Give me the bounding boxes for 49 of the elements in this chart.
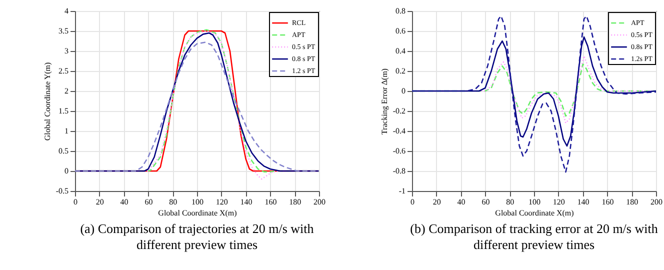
y-tick-label: 0.8 bbox=[396, 6, 406, 16]
x-axis-title: Global Coordinate X(m) bbox=[495, 208, 574, 218]
y-tick-label: 1 bbox=[64, 126, 68, 136]
y-tick-label: -0.6 bbox=[392, 146, 406, 156]
x-tick-label: 0 bbox=[74, 198, 78, 206]
x-tick-label: 20 bbox=[96, 198, 104, 206]
y-tick-label: 3 bbox=[64, 46, 68, 56]
x-tick-label: 140 bbox=[577, 198, 590, 206]
y-tick-label: 0.6 bbox=[396, 26, 406, 36]
y-tick-label: -0.8 bbox=[392, 166, 406, 176]
y-axis-title: Tracking Error Δ(m) bbox=[380, 68, 389, 135]
y-tick-label: 2.5 bbox=[58, 66, 68, 76]
text: (b) Comparison of tracking error at 20 m/s with different preview times bbox=[410, 221, 658, 252]
x-tick-label: 40 bbox=[120, 198, 128, 206]
x-tick-label: 0 bbox=[410, 198, 414, 206]
text: (a) Comparison of trajectories at 20 m/s with different preview times bbox=[80, 221, 314, 252]
x-tick-label: 80 bbox=[169, 198, 178, 206]
y-tick-label: 4 bbox=[64, 6, 68, 16]
x-tick-label: 100 bbox=[192, 198, 204, 206]
y-tick-label: 0 bbox=[402, 86, 406, 96]
y-tick-label: 3.5 bbox=[58, 26, 68, 36]
x-tick-label: 100 bbox=[528, 198, 540, 206]
x-tick-label: 60 bbox=[144, 198, 153, 206]
x-tick-label: 120 bbox=[552, 198, 565, 206]
x-tick-label: 200 bbox=[650, 198, 662, 206]
x-tick-label: 60 bbox=[482, 198, 490, 206]
y-axis-title: Global Coordinate Y(m) bbox=[42, 62, 52, 141]
x-tick-label: 200 bbox=[314, 198, 326, 206]
y-tick-label: -0.2 bbox=[392, 106, 406, 116]
y-tick-label: -0.4 bbox=[392, 126, 406, 136]
y-tick-label: -0.5 bbox=[56, 186, 68, 196]
y-tick-label: 0.2 bbox=[396, 66, 406, 76]
x-tick-label: 40 bbox=[457, 198, 466, 206]
y-tick-label: 2 bbox=[64, 86, 68, 96]
x-tick-label: 180 bbox=[289, 198, 302, 206]
y-tick-label: 0 bbox=[64, 166, 68, 176]
line-series bbox=[412, 15, 656, 173]
y-tick-label: -1 bbox=[398, 186, 406, 196]
x-tick-label: 160 bbox=[264, 198, 277, 206]
x-tick-label: 180 bbox=[626, 198, 638, 206]
x-tick-label: 80 bbox=[506, 198, 514, 206]
y-tick-label: 0.4 bbox=[396, 46, 406, 56]
x-tick-label: 140 bbox=[240, 198, 252, 206]
y-tick-label: 1.5 bbox=[58, 106, 68, 116]
x-tick-label: 20 bbox=[432, 198, 441, 206]
x-tick-label: 120 bbox=[216, 198, 228, 206]
x-tick-label: 160 bbox=[602, 198, 614, 206]
x-axis-title: Global Coordinate X(m) bbox=[158, 208, 238, 218]
y-tick-label: 0.5 bbox=[58, 146, 68, 156]
